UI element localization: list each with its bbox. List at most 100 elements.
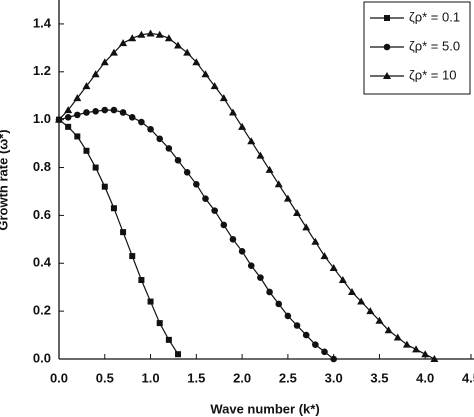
marker <box>147 298 154 305</box>
marker <box>174 157 182 164</box>
marker <box>64 113 72 121</box>
marker <box>384 326 393 334</box>
marker <box>312 341 319 348</box>
marker <box>302 223 311 231</box>
series-line <box>58 119 179 355</box>
marker <box>91 70 100 78</box>
marker <box>120 229 127 236</box>
marker <box>100 58 109 66</box>
marker <box>383 43 391 51</box>
marker <box>238 122 247 130</box>
x-tick-label: 0.0 <box>50 370 68 385</box>
marker <box>82 82 91 90</box>
marker <box>347 287 356 295</box>
marker <box>412 345 421 353</box>
x-tick-label: 1.0 <box>142 370 160 385</box>
marker <box>211 207 218 214</box>
marker <box>64 106 73 114</box>
marker <box>228 108 237 116</box>
marker <box>110 205 117 212</box>
marker <box>210 82 219 90</box>
legend-box <box>363 1 471 95</box>
marker <box>357 297 366 305</box>
marker <box>275 300 283 308</box>
y-tick-label: 0.0 <box>33 350 51 365</box>
marker <box>183 48 192 56</box>
marker <box>266 288 273 296</box>
y-tick-label: 0.4 <box>33 255 52 270</box>
marker <box>147 125 154 133</box>
marker <box>109 48 118 56</box>
marker <box>101 183 108 190</box>
marker <box>73 94 82 102</box>
marker <box>110 106 118 114</box>
y-tick-label: 0.2 <box>33 303 51 318</box>
marker <box>193 180 200 188</box>
y-tick-label: 1.0 <box>33 111 51 126</box>
x-axis-label: Wave number (k*) <box>210 401 319 416</box>
marker <box>330 355 337 363</box>
marker <box>293 322 301 329</box>
marker <box>338 276 347 284</box>
marker <box>92 107 99 115</box>
y-tick-label: 0.6 <box>33 207 51 222</box>
marker <box>119 39 128 47</box>
legend-label: ζρ* = 10 <box>409 67 456 82</box>
x-tick-label: 1.5 <box>187 370 205 385</box>
x-tick-label: 0.5 <box>96 370 114 385</box>
marker <box>183 169 191 176</box>
marker <box>229 236 237 243</box>
marker <box>165 145 173 152</box>
x-tick-label: 2.0 <box>233 370 251 385</box>
marker <box>421 350 430 358</box>
legend-label: ζρ* = 5.0 <box>409 38 460 53</box>
marker <box>156 320 163 327</box>
marker <box>83 109 90 116</box>
marker <box>384 15 390 21</box>
legend-label: ζρ* = 0.1 <box>409 9 460 24</box>
marker <box>320 252 329 260</box>
marker <box>293 209 302 217</box>
marker <box>175 351 182 358</box>
marker <box>247 262 255 269</box>
y-tick-label: 0.8 <box>33 159 51 174</box>
marker <box>74 133 81 140</box>
marker <box>274 180 283 188</box>
x-tick-label: 3.5 <box>370 370 388 385</box>
marker <box>220 221 228 229</box>
marker <box>164 34 173 42</box>
marker <box>383 72 391 79</box>
marker <box>201 70 210 78</box>
series-line <box>58 109 335 360</box>
marker <box>137 30 146 38</box>
marker <box>146 29 155 37</box>
marker <box>138 277 145 284</box>
marker <box>83 147 90 154</box>
marker <box>302 331 310 339</box>
marker <box>119 109 127 116</box>
marker <box>165 336 172 343</box>
marker <box>311 237 320 245</box>
marker <box>101 106 109 114</box>
marker <box>238 248 246 255</box>
y-tick-label: 1.2 <box>33 63 51 78</box>
marker <box>202 195 209 202</box>
marker <box>128 113 136 121</box>
marker <box>155 30 164 38</box>
marker <box>74 111 81 119</box>
marker <box>174 41 183 49</box>
marker <box>219 94 228 102</box>
marker <box>265 165 274 173</box>
marker <box>257 274 264 281</box>
marker <box>329 264 338 272</box>
x-tick-label: 4.0 <box>416 370 434 385</box>
y-axis-label: Growth rate (ω*) <box>0 129 10 230</box>
marker <box>55 115 63 123</box>
marker <box>284 312 292 320</box>
marker <box>283 194 292 202</box>
marker <box>402 340 411 348</box>
marker <box>366 307 375 315</box>
marker <box>393 333 402 341</box>
x-tick-label: 2.5 <box>279 370 297 385</box>
